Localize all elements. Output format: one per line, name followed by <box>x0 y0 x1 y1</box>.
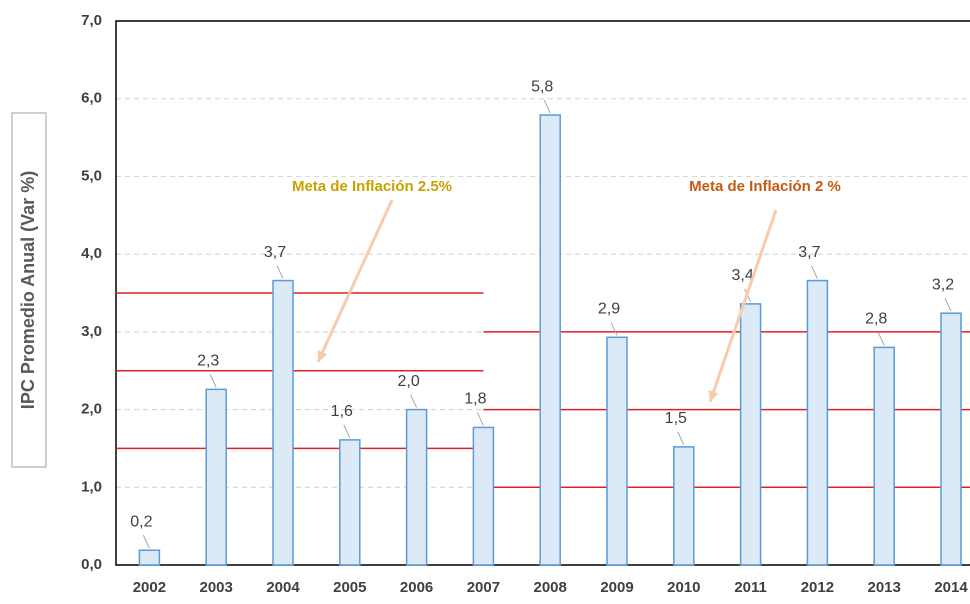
bar <box>539 114 561 566</box>
data-label: 2,0 <box>397 373 419 390</box>
label-leader <box>142 535 150 549</box>
data-label: 2,9 <box>598 301 620 318</box>
y-tick-label: 7,0 <box>81 12 102 29</box>
bar <box>606 336 628 566</box>
label-leader <box>209 374 217 388</box>
y-tick-label: 0,0 <box>81 556 102 573</box>
x-tick-label: 2008 <box>534 579 567 596</box>
label-leader <box>543 99 551 114</box>
bar <box>940 312 962 566</box>
bar <box>405 408 428 566</box>
x-tick-label: 2014 <box>934 579 968 596</box>
x-tick-label: 2005 <box>333 579 366 596</box>
x-tick-label: 2013 <box>868 579 901 596</box>
annotation: Meta de Inflación 2.5% <box>292 178 452 195</box>
bar <box>138 549 161 566</box>
y-label-box <box>11 112 47 468</box>
x-tick-label: 2012 <box>801 579 834 596</box>
x-tick-label: 2009 <box>600 579 633 596</box>
annotation-arrowhead <box>317 350 328 362</box>
y-tick-label: 2,0 <box>81 401 102 418</box>
bar <box>739 303 762 566</box>
data-label: 5,8 <box>531 78 553 95</box>
label-leader <box>276 265 284 279</box>
bar <box>806 279 829 566</box>
data-label: 1,6 <box>331 403 353 420</box>
label-leader <box>343 424 351 439</box>
annotation: Meta de Inflación 2 % <box>689 178 841 195</box>
x-tick-label: 2006 <box>400 579 433 596</box>
label-leader <box>410 394 418 408</box>
annotation-arrowhead <box>708 390 719 402</box>
x-tick-label: 2010 <box>667 579 700 596</box>
x-tick-label: 2002 <box>133 579 166 596</box>
annotation-arrow <box>316 199 394 363</box>
y-tick-label: 5,0 <box>81 167 102 184</box>
y-tick-label: 3,0 <box>81 323 102 340</box>
data-label: 2,8 <box>865 311 887 328</box>
y-tick-label: 4,0 <box>81 245 102 262</box>
x-tick-label: 2011 <box>734 579 767 596</box>
label-leader <box>677 431 685 446</box>
data-label: 1,8 <box>464 391 486 408</box>
x-tick-label: 2004 <box>266 579 300 596</box>
y-axis-label: IPC Promedio Anual (Var %) <box>18 171 38 409</box>
label-leader <box>877 332 885 346</box>
y-tick-label: 1,0 <box>81 478 102 495</box>
data-label: 2,3 <box>197 353 219 370</box>
data-label: 3,4 <box>731 267 753 284</box>
data-label: 3,7 <box>264 244 286 261</box>
bar <box>472 426 495 566</box>
bar <box>205 388 227 566</box>
bar <box>272 279 294 566</box>
label-leader <box>476 412 484 426</box>
label-leader <box>610 322 618 336</box>
data-label: 0,2 <box>130 513 152 530</box>
y-tick-label: 6,0 <box>81 90 102 107</box>
x-tick-label: 2007 <box>467 579 500 596</box>
bar <box>673 446 695 566</box>
data-label: 3,2 <box>932 276 954 293</box>
bar <box>339 439 361 566</box>
data-label: 3,7 <box>798 244 820 261</box>
data-label: 1,5 <box>665 410 687 427</box>
bar <box>873 346 895 566</box>
label-leader <box>944 297 952 312</box>
x-tick-label: 2003 <box>200 579 233 596</box>
label-leader <box>810 265 818 279</box>
annotation-arrow <box>708 209 778 403</box>
